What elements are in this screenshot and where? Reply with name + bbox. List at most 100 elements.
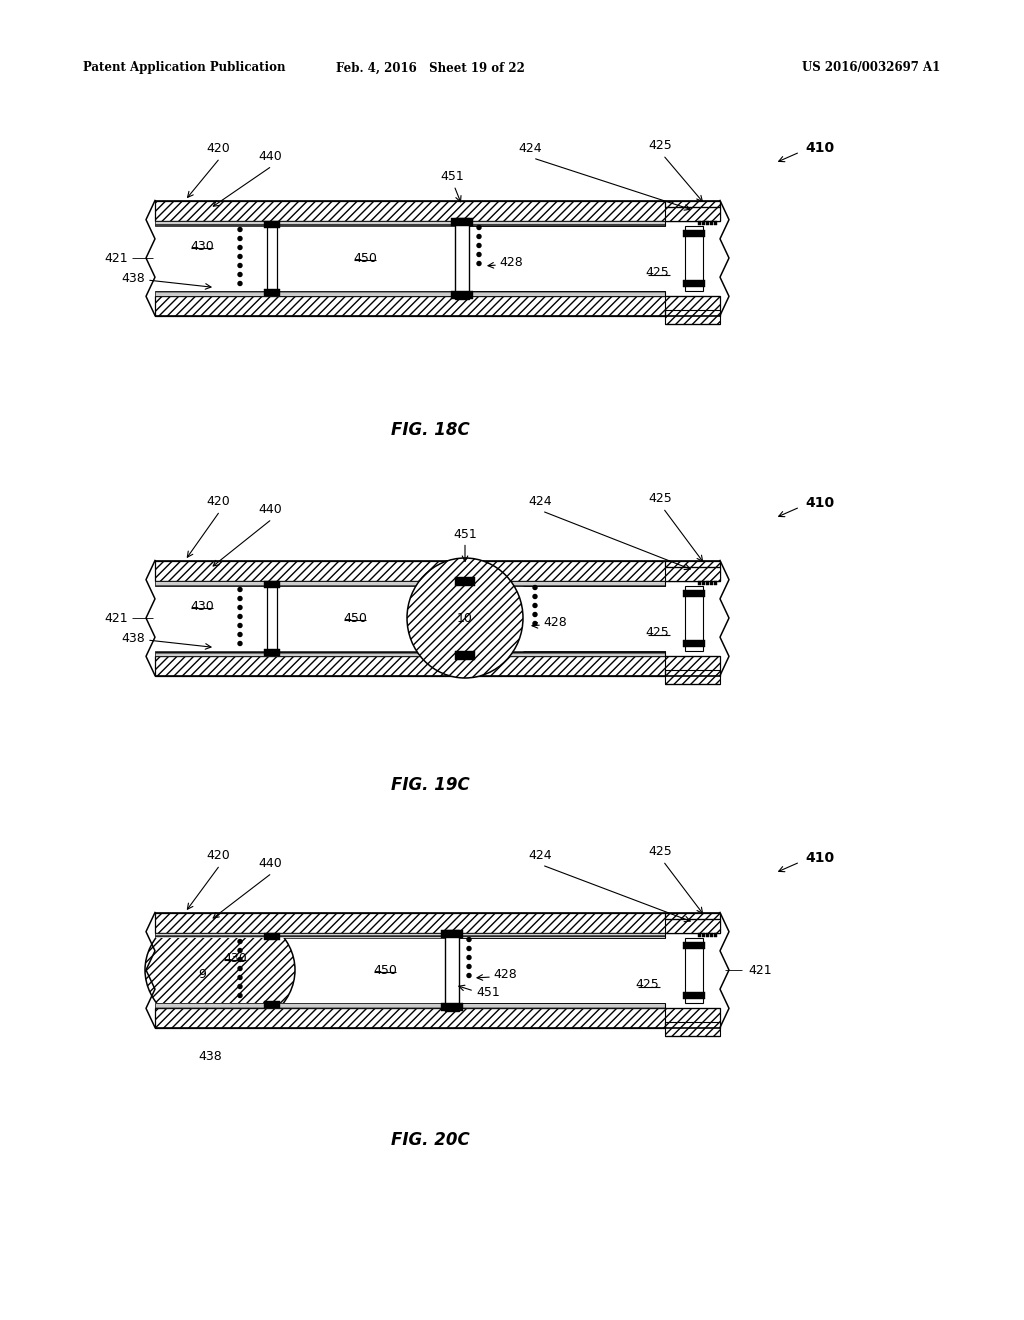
Bar (264, 932, 280, 940)
Text: 410: 410 (805, 496, 835, 510)
Bar (683, 280, 705, 286)
Bar (267, 937, 278, 1002)
Circle shape (477, 243, 481, 248)
Bar (683, 230, 705, 236)
Text: 420: 420 (206, 495, 229, 508)
Circle shape (238, 236, 242, 240)
Text: 430: 430 (190, 239, 214, 252)
Text: 428: 428 (493, 969, 517, 982)
Circle shape (534, 612, 537, 616)
Text: 421: 421 (104, 252, 128, 264)
Text: 10: 10 (457, 611, 473, 624)
Circle shape (534, 622, 537, 626)
Bar (710, 932, 713, 936)
Bar (710, 581, 713, 585)
Bar (451, 218, 473, 226)
Circle shape (477, 226, 481, 230)
Bar (155, 932, 665, 937)
Bar (665, 220, 720, 309)
Bar (685, 937, 703, 1002)
Bar (714, 581, 717, 585)
Circle shape (534, 594, 537, 598)
Text: 425: 425 (645, 627, 669, 639)
Circle shape (238, 623, 242, 627)
Bar (267, 226, 278, 290)
Circle shape (467, 965, 471, 969)
Circle shape (467, 937, 471, 941)
Text: 451: 451 (476, 986, 500, 998)
Circle shape (238, 966, 242, 970)
Text: US 2016/0032697 A1: US 2016/0032697 A1 (802, 62, 940, 74)
Text: 438: 438 (198, 1049, 222, 1063)
Text: FIG. 19C: FIG. 19C (390, 776, 469, 795)
Bar (451, 290, 473, 298)
Bar (683, 639, 705, 647)
Bar (455, 651, 475, 660)
Ellipse shape (407, 558, 523, 678)
Bar (155, 201, 720, 220)
Bar (155, 220, 720, 296)
Text: 450: 450 (343, 611, 367, 624)
Circle shape (534, 586, 537, 590)
Bar (441, 1002, 463, 1011)
Text: 421: 421 (748, 964, 772, 977)
Circle shape (477, 252, 481, 256)
Circle shape (477, 261, 481, 265)
Circle shape (238, 615, 242, 619)
Text: 424: 424 (518, 143, 542, 154)
Bar (714, 220, 717, 224)
Bar (665, 581, 720, 669)
Text: 438: 438 (121, 272, 145, 285)
Bar (714, 932, 717, 936)
Circle shape (477, 235, 481, 239)
Text: 440: 440 (258, 503, 282, 516)
Text: 451: 451 (440, 169, 464, 182)
Bar (683, 991, 705, 998)
Circle shape (238, 940, 242, 944)
Bar (264, 220, 280, 227)
Bar (683, 941, 705, 949)
Text: FIG. 18C: FIG. 18C (390, 421, 469, 440)
Bar (702, 932, 705, 936)
Text: 410: 410 (805, 141, 835, 154)
Circle shape (238, 587, 242, 591)
Bar (665, 566, 720, 581)
Text: 428: 428 (499, 256, 522, 269)
Circle shape (467, 974, 471, 978)
Bar (155, 220, 665, 226)
Bar (445, 929, 459, 1011)
Text: 450: 450 (373, 964, 397, 977)
Bar (702, 220, 705, 224)
Circle shape (238, 632, 242, 636)
Text: 421: 421 (104, 611, 128, 624)
Bar (698, 932, 701, 936)
Circle shape (238, 272, 242, 276)
Bar (441, 929, 463, 937)
Bar (264, 1001, 280, 1007)
Text: 424: 424 (528, 849, 552, 862)
Bar (685, 586, 703, 651)
Bar (455, 218, 469, 298)
Bar (665, 309, 720, 323)
Bar (710, 220, 713, 224)
Bar (155, 561, 720, 581)
Ellipse shape (145, 908, 295, 1032)
Circle shape (467, 956, 471, 960)
Bar (267, 586, 278, 651)
Text: 430: 430 (190, 599, 214, 612)
Text: 9: 9 (198, 969, 206, 982)
Bar (264, 648, 280, 656)
Bar (706, 581, 709, 585)
Bar (155, 581, 665, 586)
Bar (155, 651, 665, 656)
Bar (706, 220, 709, 224)
Text: 425: 425 (648, 139, 672, 152)
Bar (706, 932, 709, 936)
Circle shape (238, 985, 242, 989)
Bar (665, 1022, 720, 1035)
Text: 450: 450 (353, 252, 377, 264)
Bar (683, 590, 705, 597)
Circle shape (238, 597, 242, 601)
Circle shape (238, 994, 242, 998)
Text: Patent Application Publication: Patent Application Publication (83, 62, 286, 74)
